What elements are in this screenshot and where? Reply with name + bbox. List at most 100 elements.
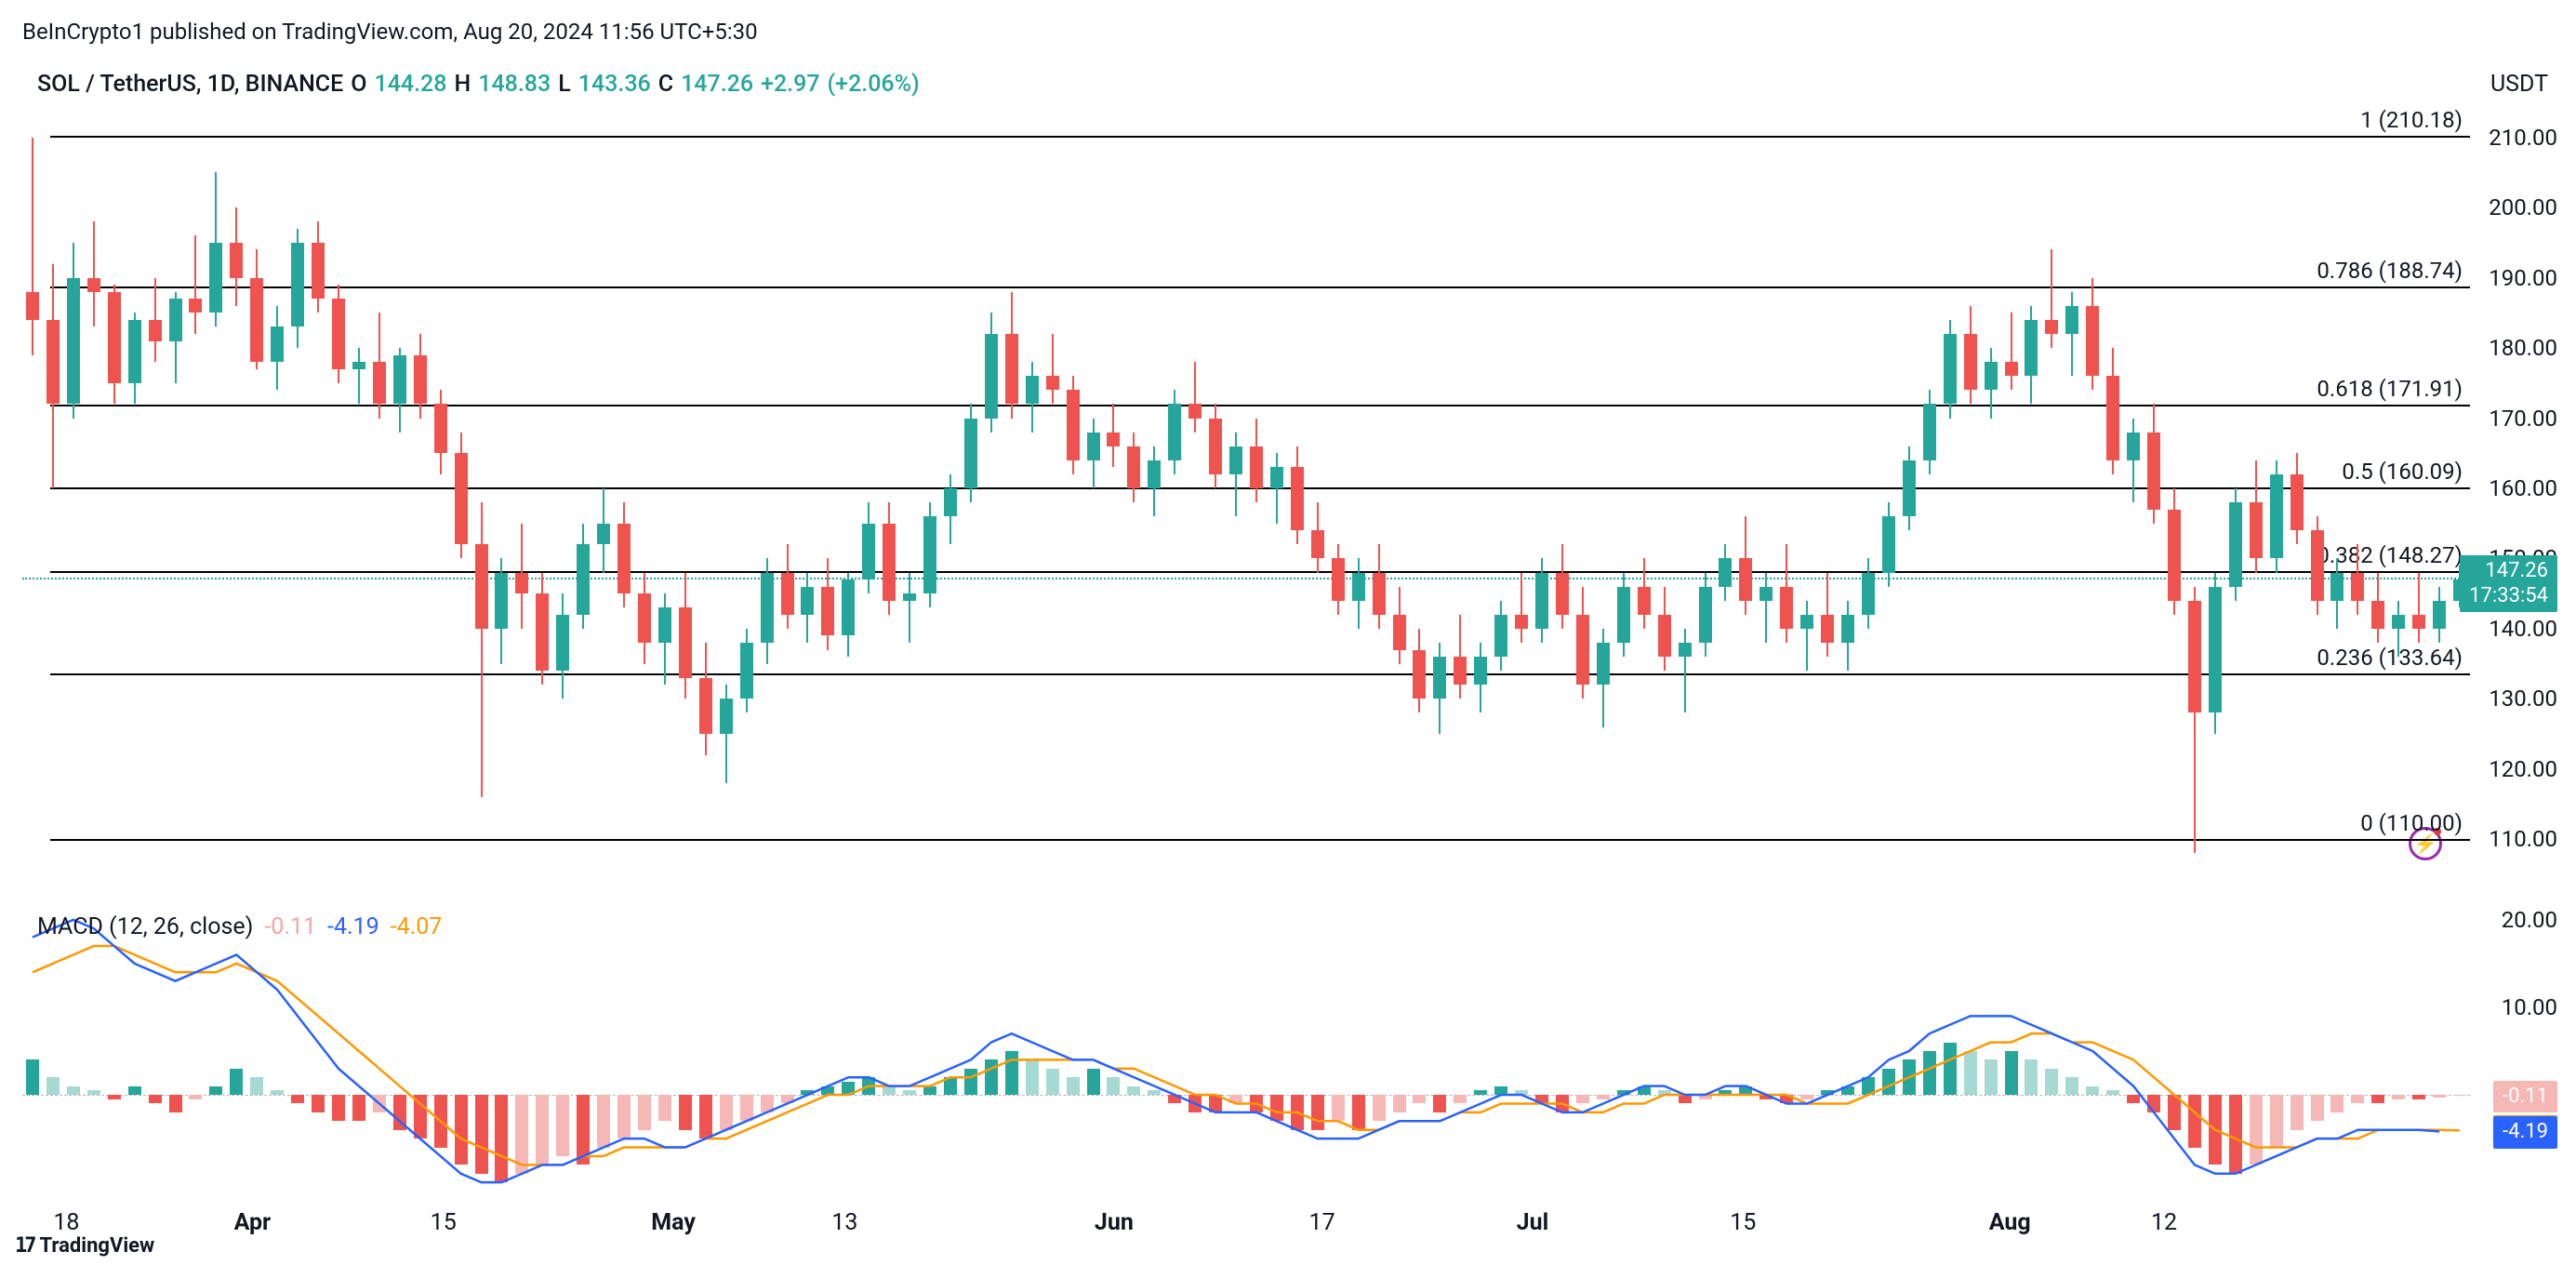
candle[interactable]: [2147, 102, 2160, 874]
candle[interactable]: [1107, 102, 1120, 874]
candle[interactable]: [2045, 102, 2058, 874]
candle[interactable]: [332, 102, 345, 874]
candle[interactable]: [2330, 102, 2344, 874]
candle[interactable]: [781, 102, 794, 874]
candle[interactable]: [2188, 102, 2201, 874]
candle[interactable]: [699, 102, 712, 874]
candle[interactable]: [209, 102, 222, 874]
candle[interactable]: [1719, 102, 1732, 874]
candle[interactable]: [556, 102, 569, 874]
candle[interactable]: [169, 102, 182, 874]
price-scale[interactable]: 210.00200.00190.00180.00170.00160.00150.…: [2469, 102, 2557, 874]
candle[interactable]: [26, 102, 39, 874]
candle[interactable]: [2005, 102, 2018, 874]
candle[interactable]: [2168, 102, 2181, 874]
candle[interactable]: [1638, 102, 1651, 874]
candle[interactable]: [801, 102, 814, 874]
candle[interactable]: [1759, 102, 1773, 874]
candle[interactable]: [842, 102, 855, 874]
candle[interactable]: [985, 102, 998, 874]
candle[interactable]: [638, 102, 651, 874]
candle[interactable]: [1739, 102, 1752, 874]
candle[interactable]: [149, 102, 162, 874]
candle[interactable]: [1597, 102, 1610, 874]
candle[interactable]: [1087, 102, 1100, 874]
candle[interactable]: [883, 102, 896, 874]
candle[interactable]: [1433, 102, 1446, 874]
candle[interactable]: [2453, 102, 2466, 874]
candle[interactable]: [2371, 102, 2384, 874]
candle[interactable]: [1148, 102, 1161, 874]
candle[interactable]: [1556, 102, 1569, 874]
candle[interactable]: [2209, 102, 2222, 874]
candle[interactable]: [1780, 102, 1793, 874]
candle[interactable]: [1985, 102, 1998, 874]
candle[interactable]: [2270, 102, 2283, 874]
candle[interactable]: [821, 102, 834, 874]
candle[interactable]: [1270, 102, 1283, 874]
candle[interactable]: [1373, 102, 1386, 874]
candle[interactable]: [128, 102, 141, 874]
candle[interactable]: [230, 102, 243, 874]
candle[interactable]: [617, 102, 631, 874]
candle[interactable]: [1821, 102, 1834, 874]
candle[interactable]: [250, 102, 263, 874]
candle[interactable]: [1474, 102, 1487, 874]
candle[interactable]: [944, 102, 957, 874]
candle[interactable]: [1127, 102, 1140, 874]
candle[interactable]: [515, 102, 528, 874]
candle[interactable]: [495, 102, 508, 874]
candle[interactable]: [373, 102, 386, 874]
candle[interactable]: [1352, 102, 1365, 874]
candle[interactable]: [455, 102, 468, 874]
symbol-pair[interactable]: SOL / TetherUS, 1D, BINANCE: [37, 71, 343, 98]
candle[interactable]: [2433, 102, 2446, 874]
candle[interactable]: [67, 102, 80, 874]
candle[interactable]: [1862, 102, 1875, 874]
candle[interactable]: [679, 102, 692, 874]
candle[interactable]: [1882, 102, 1895, 874]
candle[interactable]: [2412, 102, 2425, 874]
candle[interactable]: [414, 102, 427, 874]
candle[interactable]: [2106, 102, 2119, 874]
candle[interactable]: [393, 102, 406, 874]
candle[interactable]: [1617, 102, 1630, 874]
candle[interactable]: [1658, 102, 1671, 874]
candle[interactable]: [658, 102, 671, 874]
candle[interactable]: [862, 102, 875, 874]
candle[interactable]: [2250, 102, 2263, 874]
candle[interactable]: [108, 102, 121, 874]
candle[interactable]: [1229, 102, 1242, 874]
candle[interactable]: [1393, 102, 1406, 874]
candle[interactable]: [1841, 102, 1854, 874]
candle[interactable]: [597, 102, 610, 874]
candle[interactable]: [2351, 102, 2364, 874]
candle[interactable]: [1535, 102, 1548, 874]
price-chart-pane[interactable]: 1 (210.18)0.786 (188.74)0.618 (171.91)0.…: [22, 102, 2470, 874]
candle[interactable]: [1800, 102, 1813, 874]
candle[interactable]: [1699, 102, 1712, 874]
candle[interactable]: [1964, 102, 1977, 874]
candle[interactable]: [577, 102, 590, 874]
candle[interactable]: [1168, 102, 1181, 874]
candle[interactable]: [1903, 102, 1916, 874]
candle[interactable]: [1005, 102, 1018, 874]
candle[interactable]: [1067, 102, 1080, 874]
candle[interactable]: [1576, 102, 1589, 874]
candle[interactable]: [1413, 102, 1426, 874]
candle[interactable]: [2229, 102, 2242, 874]
candle[interactable]: [740, 102, 753, 874]
candle[interactable]: [903, 102, 916, 874]
candle[interactable]: [2392, 102, 2405, 874]
candle[interactable]: [352, 102, 365, 874]
candle[interactable]: [1209, 102, 1222, 874]
candle[interactable]: [2291, 102, 2304, 874]
candle[interactable]: [271, 102, 284, 874]
candle[interactable]: [189, 102, 202, 874]
candle[interactable]: [1679, 102, 1692, 874]
candle[interactable]: [1026, 102, 1039, 874]
candle[interactable]: [1332, 102, 1345, 874]
candle[interactable]: [2127, 102, 2140, 874]
candle[interactable]: [1944, 102, 1957, 874]
candle[interactable]: [964, 102, 977, 874]
